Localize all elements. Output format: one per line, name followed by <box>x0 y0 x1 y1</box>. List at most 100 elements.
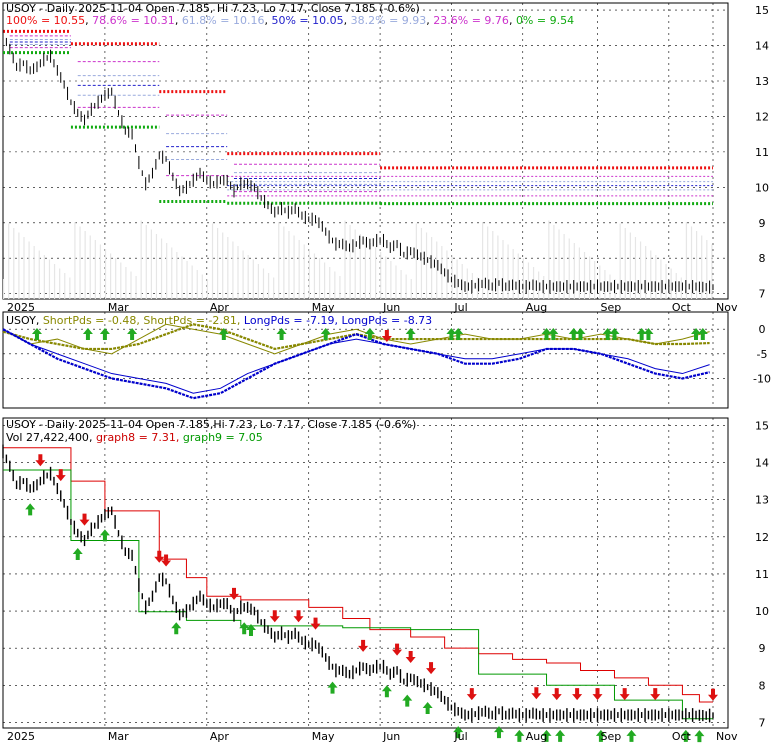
volume-bar <box>33 246 35 299</box>
sell-arrow <box>154 550 165 563</box>
volume-bar <box>568 238 570 299</box>
momentum-legend-symbol: USOY <box>6 314 36 327</box>
y-tick-label-top: 10 <box>755 181 769 194</box>
momentum-buy-arrow <box>697 328 708 340</box>
volume-bar <box>390 261 392 299</box>
volume-bar <box>395 265 397 299</box>
volume-bar <box>706 240 708 299</box>
volume-bar <box>696 231 698 299</box>
axis-labels: 7 8 9 10 11 12 13 14 15 2025 Mar Apr May Jun Jul Aug Sep… <box>7 4 771 743</box>
buy-arrow <box>402 694 413 707</box>
buy-arrow <box>626 729 637 742</box>
stops-panel-title: USOY - Daily 2025-11-04 Open 7.185,Hi 7.… <box>6 418 416 431</box>
stop-lines <box>3 447 713 720</box>
sell-arrow <box>426 662 437 675</box>
volume-bar <box>222 232 224 299</box>
volume-bar <box>53 264 56 299</box>
y-tick-label-top: 7 <box>759 288 766 301</box>
volume-bar <box>43 255 45 299</box>
x-tick-label-bottom: 2025 <box>7 730 35 743</box>
buy-arrow <box>541 729 552 742</box>
momentum-series-3 <box>2 328 710 400</box>
sell-arrow <box>229 587 240 600</box>
volume-bar <box>400 270 402 299</box>
volume-bar <box>385 256 387 299</box>
y-tick-label-bottom: 13 <box>755 494 769 507</box>
volume-bar <box>563 234 565 299</box>
sell-arrow <box>619 688 630 701</box>
volume-bar <box>380 252 382 299</box>
y-tick-label-bottom: 10 <box>755 605 769 618</box>
sell-arrow <box>358 639 369 652</box>
momentum-sell-arrow <box>381 330 392 342</box>
price-bars-top <box>2 28 714 294</box>
volume-bar <box>665 264 667 299</box>
volume-bar <box>548 220 550 299</box>
grid-layer <box>2 3 728 728</box>
volume-bar <box>476 277 479 299</box>
volume-bar <box>140 220 142 299</box>
momentum-buy-arrow <box>276 328 287 340</box>
volume-bar <box>344 220 346 299</box>
volume-bar <box>532 267 535 299</box>
momentum-buy-arrow <box>609 328 620 340</box>
momentum-legend-long2: LongPds = -8.73 <box>342 314 433 327</box>
volume-bar <box>374 247 377 299</box>
x-tick-label-top: Jun <box>382 301 400 314</box>
volume-bar <box>278 222 280 299</box>
momentum-buy-arrow <box>31 328 42 340</box>
volume-bar <box>497 235 499 299</box>
volume-bar <box>619 223 621 299</box>
volume-bar <box>64 273 66 299</box>
volume-bar <box>59 268 61 299</box>
volume-bar <box>639 241 642 299</box>
volume-bar <box>79 226 81 299</box>
volume-bar <box>329 267 331 299</box>
momentum-buy-arrow <box>82 328 93 340</box>
volume-bar <box>48 259 51 299</box>
buy-arrow <box>99 529 110 542</box>
x-tick-label-top: Mar <box>108 301 129 314</box>
volume-bar <box>13 228 15 299</box>
volume-bar <box>522 258 524 299</box>
volume-bar <box>690 226 693 299</box>
volume-bar <box>298 240 300 299</box>
x-tick-label-top: Sep <box>600 301 621 314</box>
sell-arrow <box>592 688 603 701</box>
volume-bar <box>176 252 178 299</box>
momentum-buy-arrow <box>446 328 457 340</box>
sell-arrow <box>35 454 46 467</box>
buy-arrow <box>680 729 691 742</box>
volume-bar <box>446 250 448 299</box>
volume-bar <box>8 223 10 299</box>
price-panel-title: USOY - Daily 2025-11-04 Open 7.185, Hi 7… <box>6 2 420 15</box>
volume-bar <box>558 229 560 299</box>
volume-bar <box>461 264 463 299</box>
momentum-legend-short2: ShortPds = -2.81, <box>143 314 240 327</box>
volume-bar <box>130 271 132 299</box>
fib-legend-618: 61.8% = 10.16 <box>182 14 265 27</box>
momentum-buy-arrow <box>218 328 229 340</box>
sell-arrow <box>161 554 172 567</box>
volume-bar <box>685 222 688 299</box>
fib-legend-sep: , <box>344 14 351 27</box>
volume-bar <box>492 231 494 299</box>
volume-bar <box>436 241 438 299</box>
volume-bar <box>670 268 672 299</box>
volume-bar <box>487 226 489 299</box>
fib-legend-100: 100% = 10.55 <box>6 14 85 27</box>
momentum-legend-long1: LongPds = -7.19, <box>244 314 338 327</box>
momentum-buy-arrow <box>602 328 613 340</box>
y-tick-label-top: 12 <box>755 110 769 123</box>
legend-sep: , <box>89 431 96 444</box>
volume-bar <box>69 277 71 299</box>
sell-arrow <box>466 688 477 701</box>
volume-bar <box>711 244 713 299</box>
stops-legend-volume: Vol 27,422,400 <box>6 431 89 444</box>
x-tick-label-bottom: Aug <box>526 730 547 743</box>
volume-bar <box>99 244 102 299</box>
volume-bar <box>578 247 581 299</box>
volume-bar <box>420 228 423 299</box>
stops-panel-frame <box>2 417 729 729</box>
